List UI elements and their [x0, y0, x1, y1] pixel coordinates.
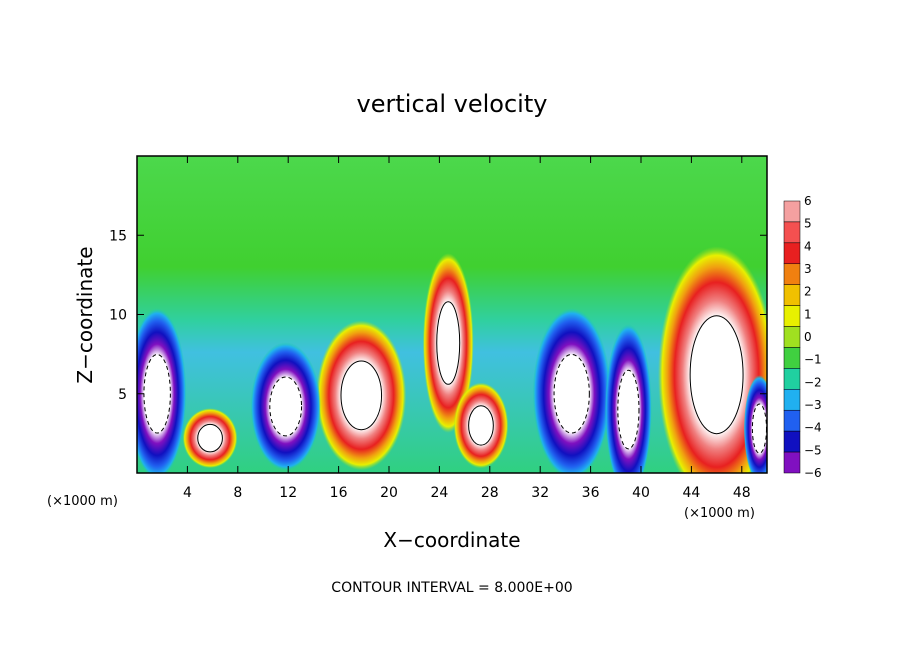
- colorbar-swatch: [783, 368, 801, 390]
- x-tick-label: 4: [183, 485, 192, 501]
- colorbar-swatch: [783, 221, 801, 244]
- colorbar-label: −3: [804, 398, 822, 412]
- x-tick-label: 44: [682, 485, 700, 501]
- colorbar-swatch: [783, 242, 801, 265]
- y-tick-label: 5: [118, 387, 127, 403]
- colorbar-swatch: [783, 430, 801, 453]
- contour-interval-note: CONTOUR INTERVAL = 8.000E+00: [331, 580, 572, 596]
- updraft-cell: [316, 320, 407, 471]
- x-tick-label: 20: [380, 485, 398, 501]
- y-axis-ticks: 5 10 15: [109, 228, 767, 403]
- downdraft-cell: [604, 324, 652, 473]
- x-unit-right: (×1000 m): [684, 506, 755, 521]
- y-tick-label: 15: [109, 228, 127, 244]
- colorbar-label: −6: [804, 466, 822, 480]
- colorbar-swatch: [783, 326, 801, 348]
- updraft-cell: [453, 382, 509, 469]
- colorbar-swatch: [783, 451, 801, 474]
- y-tick-label: 10: [109, 308, 127, 324]
- x-tick-label: 8: [233, 485, 242, 501]
- updraft-cell: [658, 246, 767, 473]
- colorbar-label: −2: [804, 375, 822, 389]
- x-axis-label: X−coordinate: [383, 528, 520, 552]
- colorbar-swatch: [783, 347, 801, 369]
- downdraft-cell: [250, 342, 321, 471]
- colorbar-label: 0: [804, 330, 812, 344]
- x-tick-label: 36: [582, 485, 600, 501]
- colorbar-label: 2: [804, 285, 812, 299]
- colorbar-swatch: [783, 200, 801, 223]
- colorbar-label: 6: [804, 194, 812, 208]
- downdraft-cell: [532, 308, 611, 473]
- x-tick-label: 24: [430, 485, 448, 501]
- updraft-cell: [182, 408, 238, 469]
- heatmap-field: [137, 156, 767, 473]
- x-tick-label: 40: [632, 485, 650, 501]
- colorbar-swatch: [783, 263, 801, 285]
- colorbar-label: −1: [804, 353, 822, 367]
- x-unit-left: (×1000 m): [47, 494, 118, 509]
- updraft-cell: [422, 253, 474, 433]
- colorbar: 6 5 4 3 2 1 0 −1 −2 −3 −4 −5 −6: [783, 194, 822, 480]
- downdraft-cell: [743, 375, 767, 473]
- x-tick-label: 12: [279, 485, 297, 501]
- x-tick-label: 48: [733, 485, 751, 501]
- x-tick-label: 28: [481, 485, 499, 501]
- chart-title: vertical velocity: [357, 90, 548, 118]
- colorbar-label: 5: [804, 217, 812, 231]
- colorbar-swatch: [783, 389, 801, 411]
- x-tick-label: 32: [531, 485, 549, 501]
- x-tick-label: 16: [330, 485, 348, 501]
- colorbar-swatch: [783, 305, 801, 327]
- colorbar-swatch: [783, 284, 801, 306]
- colorbar-label: 3: [804, 262, 812, 276]
- y-axis-label: Z−coordinate: [73, 246, 97, 383]
- colorbar-label: 4: [804, 239, 812, 253]
- colorbar-label: −4: [804, 421, 822, 435]
- colorbar-label: −5: [804, 443, 822, 457]
- x-axis-ticks: 4 8 12 16 20 24 28 32 36 40 44 48: [183, 156, 751, 501]
- colorbar-label: 1: [804, 307, 812, 321]
- colorbar-swatch: [783, 409, 801, 432]
